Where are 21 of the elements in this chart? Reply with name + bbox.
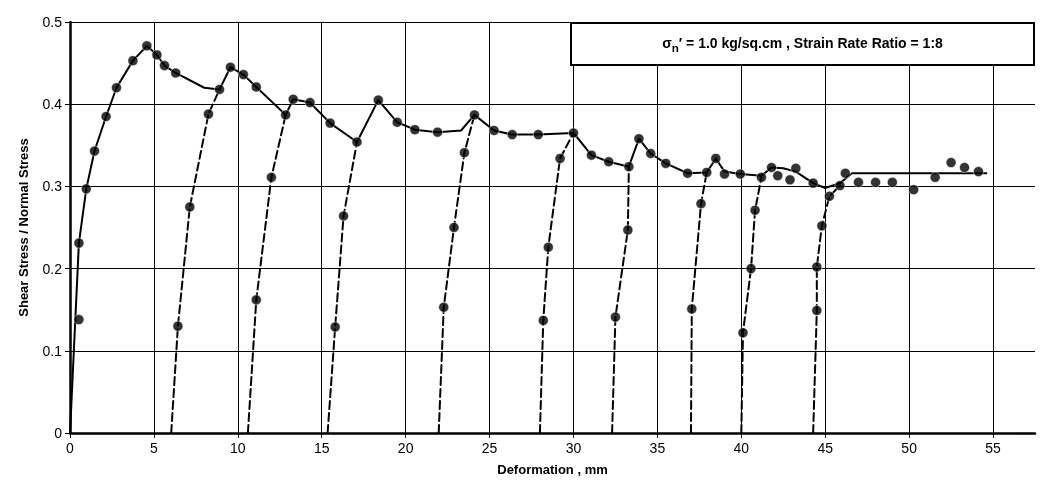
- x-tick-label: 40: [733, 440, 750, 456]
- x-tick-label: 0: [66, 440, 75, 456]
- y-tick-label: 0.4: [42, 96, 63, 113]
- y-tick-label: 0.5: [42, 14, 63, 30]
- x-tick-label: 5: [150, 440, 159, 456]
- x-tick-label: 35: [649, 440, 666, 456]
- y-tick-label: 0: [54, 425, 63, 441]
- x-tick-label: 30: [565, 440, 582, 456]
- x-tick-label: 25: [481, 440, 498, 456]
- x-tick-label: 55: [985, 440, 1002, 456]
- y-tick-label: 0.3: [42, 178, 63, 195]
- y-tick-label: 0.2: [42, 260, 63, 277]
- x-tick-label: 45: [817, 440, 834, 456]
- x-tick-label: 50: [901, 440, 918, 456]
- x-axis-title: Deformation , mm: [497, 462, 608, 477]
- x-tick-label: 20: [397, 440, 414, 456]
- x-tick-label: 15: [313, 440, 330, 456]
- y-axis-title: Shear Stress / Normal Stress: [16, 138, 31, 317]
- y-tick-label: 0.1: [42, 342, 63, 359]
- x-tick-label: 10: [230, 440, 246, 456]
- annotation: σ$_{n}$′ = 1.0 kg/sq.cm , Strain Rate Ratio = 1:8: [662, 34, 943, 54]
